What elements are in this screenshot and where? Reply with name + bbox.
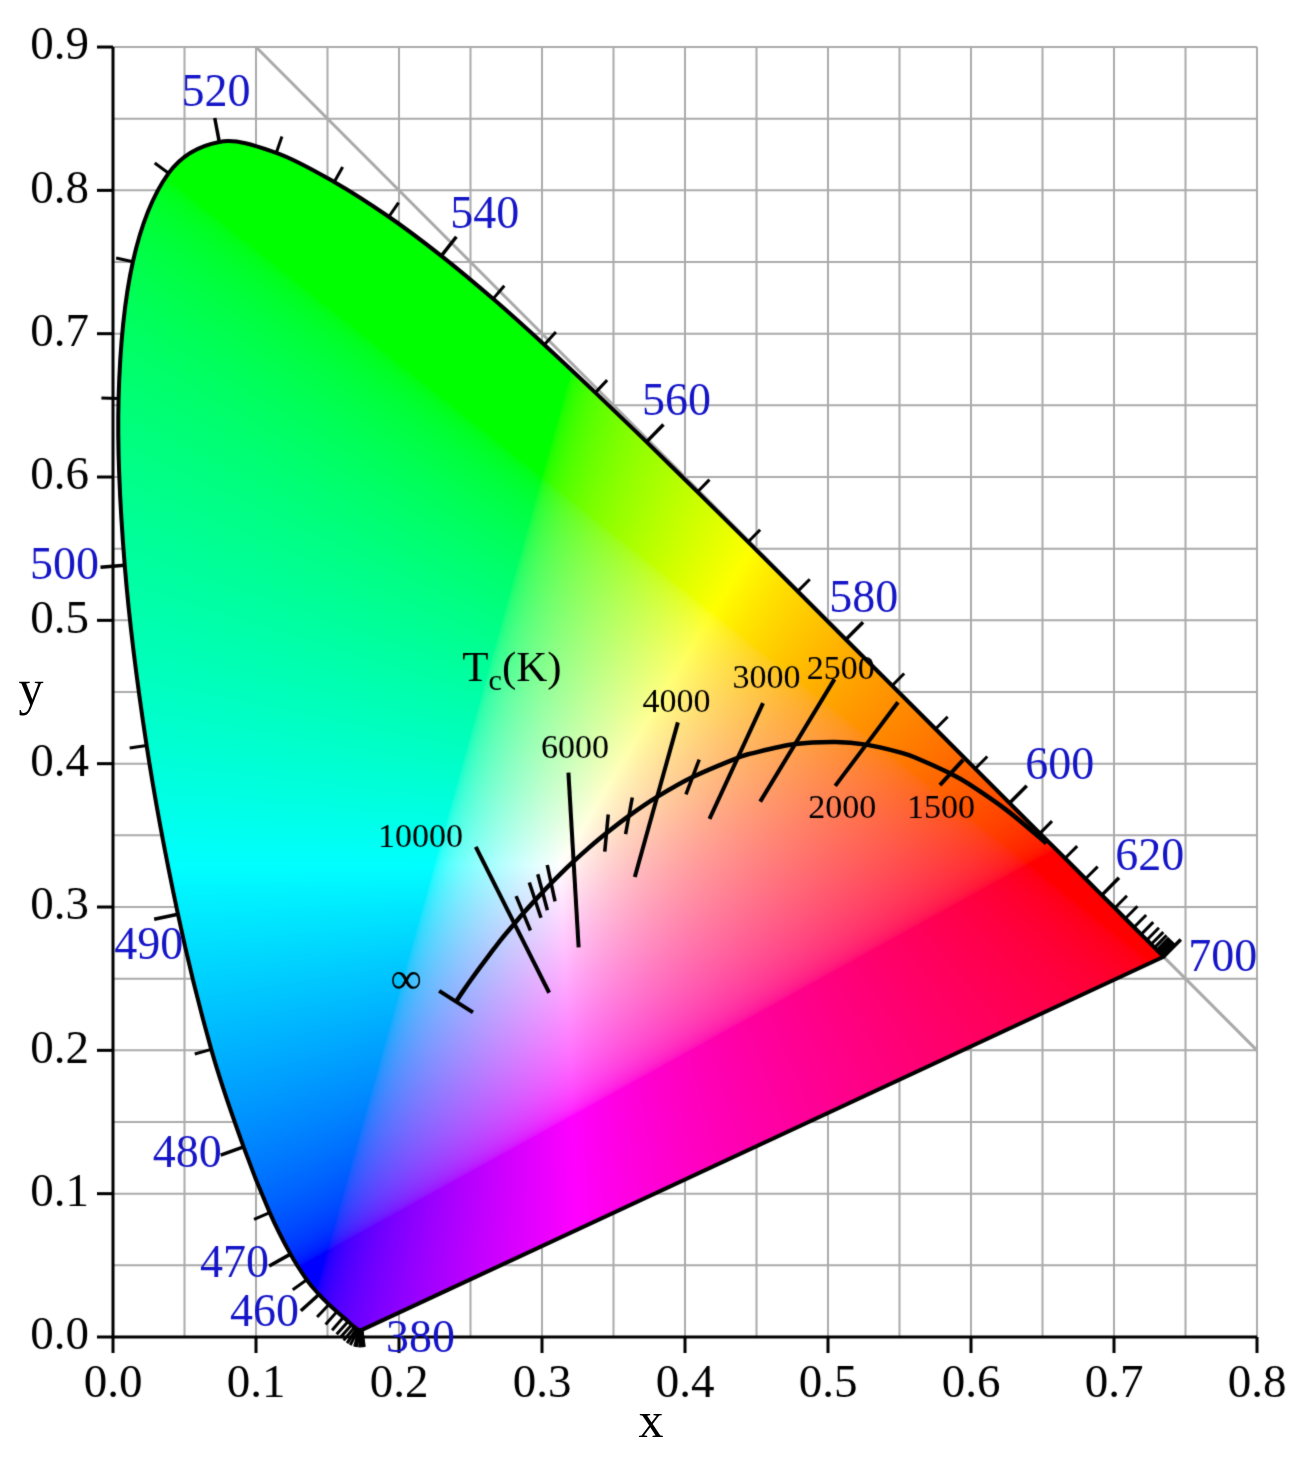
y-axis-title: y xyxy=(18,660,44,716)
x-axis-title: x xyxy=(638,1392,664,1448)
